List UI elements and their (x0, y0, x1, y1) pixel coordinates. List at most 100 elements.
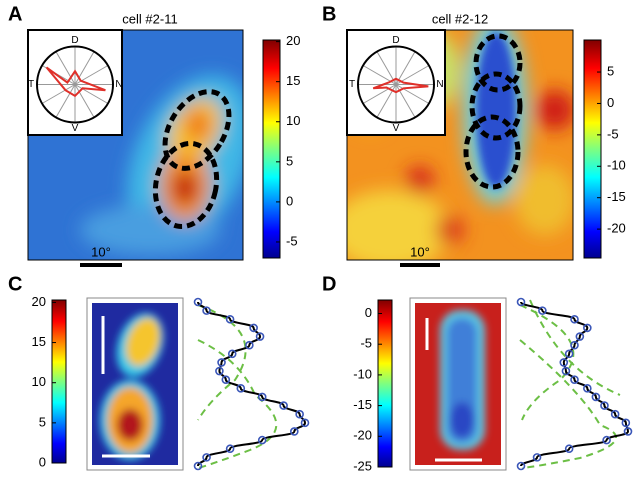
polar-spoke (362, 84, 397, 104)
profile-point (516, 297, 526, 307)
scale-label: 10° (91, 244, 111, 259)
fit-ellipse (469, 71, 523, 141)
fit-ellipse (152, 140, 220, 230)
polar-spoke (395, 84, 430, 104)
polar-label: T (349, 79, 355, 90)
panel-label: C (8, 273, 22, 295)
profile-point (621, 418, 631, 428)
colorbar (51, 299, 67, 464)
colorbar (262, 39, 281, 259)
component-curve (197, 339, 278, 469)
polar-spoke (74, 51, 95, 85)
component-curve (529, 299, 621, 396)
profile-point (538, 306, 547, 315)
fit-ellipse (162, 89, 232, 171)
polar-circle (36, 45, 114, 124)
colorbar-tick-label: -5 (286, 233, 298, 248)
profile-point (193, 297, 203, 307)
profile-point (561, 366, 571, 376)
profile-point (289, 427, 299, 436)
colorbar-tick-label: 10 (32, 374, 46, 389)
profile-point (225, 444, 235, 454)
profile-point (532, 453, 542, 462)
polar-spoke (74, 84, 95, 118)
panel-title: cell #2-11 (122, 11, 177, 26)
profile-point (610, 409, 620, 419)
panel-label: A (8, 3, 22, 25)
tuning-curve (372, 77, 429, 94)
panel-label: B (322, 3, 336, 25)
polar-circle (357, 45, 435, 124)
panel-label: D (322, 273, 336, 295)
polar-spoke (74, 84, 109, 104)
profile-point (221, 375, 231, 384)
profile-fit (520, 301, 630, 467)
colorbar-tick-label: -25 (353, 458, 372, 473)
polar-label: D (71, 35, 78, 46)
colorbar-tick-label: -15 (353, 397, 372, 412)
colorbar-tick-label: -5 (607, 126, 619, 141)
colorbar-tick-label: 5 (607, 63, 614, 78)
colorbar-tick-label: 5 (39, 414, 46, 429)
colorbar-tick-label: 10 (286, 113, 300, 128)
polar-spoke (376, 51, 397, 85)
colorbar-tick-label: -15 (607, 189, 626, 204)
heatmap-c (92, 303, 178, 465)
profile-point (257, 392, 267, 402)
heatmap-frame (346, 29, 574, 261)
component-curve (197, 304, 247, 421)
colorbar-tick-label: -20 (607, 221, 626, 236)
colorbar-tick-label: 15 (286, 73, 300, 88)
polar-spoke (41, 84, 76, 104)
profile-point (570, 314, 579, 324)
colorbar (377, 299, 393, 468)
polar-spoke (395, 51, 416, 85)
polar-label: T (28, 79, 34, 90)
colorbar-tick-label: 15 (32, 334, 46, 349)
profile-point (564, 349, 574, 359)
colorbar-tick-label: -20 (353, 428, 372, 443)
profile-point (257, 435, 267, 445)
colorbar-tick-label: 20 (32, 294, 46, 309)
profile-point (570, 340, 579, 350)
tuning-curve (45, 66, 106, 98)
profile-point (227, 349, 237, 359)
fit-ellipse (473, 33, 523, 93)
colorbar-tick-label: -10 (353, 366, 372, 381)
profile-point (279, 401, 288, 410)
profile-point (559, 358, 569, 367)
profile-fit (197, 301, 307, 467)
colorbar-tick-label: 0 (286, 193, 293, 208)
profile-point (600, 401, 609, 410)
profile-point (236, 384, 246, 393)
profile-point (202, 306, 211, 315)
panel-title: cell #2-12 (432, 11, 488, 26)
profile-point (583, 384, 592, 393)
colorbar-tick-label: 0 (39, 454, 46, 469)
profile-point (249, 323, 258, 333)
polar-label: V (72, 123, 79, 134)
polar-label: N (436, 79, 443, 90)
profile-point (215, 366, 224, 376)
scale-label: 10° (410, 244, 430, 259)
fit-ellipse (463, 114, 521, 190)
profile-point (300, 418, 310, 428)
polar-label: N (115, 79, 122, 90)
colorbar (583, 39, 602, 259)
profile-point (583, 323, 592, 333)
heatmap-frame (27, 29, 244, 261)
polar-spoke (55, 84, 76, 118)
profile-point (570, 375, 579, 384)
polar-label: V (393, 123, 400, 134)
colorbar-tick-label: -10 (607, 158, 626, 173)
profile-point (575, 332, 585, 341)
profile-point (202, 453, 211, 462)
profile-point (564, 444, 574, 454)
colorbar-tick-label: 0 (607, 95, 614, 110)
colorbar-tick-label: 5 (286, 153, 293, 168)
component-curve (519, 304, 575, 421)
colorbar-tick-label: 20 (286, 33, 300, 48)
heatmap-a (28, 30, 243, 260)
profile-point (245, 340, 254, 350)
